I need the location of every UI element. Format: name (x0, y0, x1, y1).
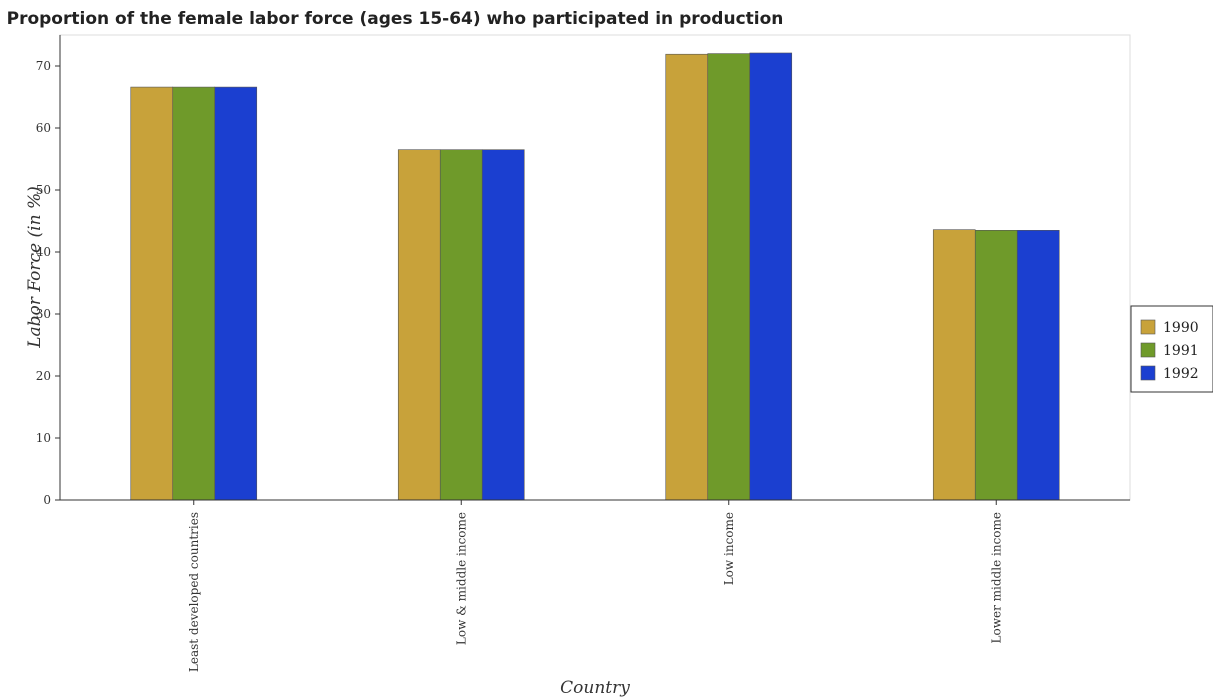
bar-1990-2 (666, 54, 708, 500)
y-tick-label: 60 (36, 121, 51, 135)
bar-1992-1 (482, 150, 524, 500)
y-axis-label: Labor Force (in %) (25, 186, 45, 349)
x-tick-label: Lower middle income (989, 512, 1003, 643)
bar-1991-2 (708, 54, 750, 500)
bar-1991-0 (173, 87, 215, 500)
bar-group (131, 53, 1060, 500)
legend-swatch-1992 (1141, 366, 1155, 380)
x-tick-label: Low & middle income (454, 512, 468, 645)
y-tick-label: 70 (36, 59, 51, 73)
x-tick-label: Least developed countries (187, 512, 201, 672)
x-axis-label: Country (560, 678, 630, 698)
legend-label-1991: 1991 (1163, 343, 1199, 359)
legend-label-1992: 1992 (1163, 366, 1199, 382)
legend: 1990 1991 1992 (1131, 306, 1213, 392)
y-tick-label: 0 (43, 493, 51, 507)
legend-swatch-1991 (1141, 343, 1155, 357)
bar-1992-2 (750, 53, 792, 500)
bar-1991-1 (440, 150, 482, 500)
legend-label-1990: 1990 (1163, 320, 1199, 336)
x-axis: Least developed countries Low & middle in… (60, 500, 1130, 672)
chart-title: Proportion of the female labor force (ag… (7, 9, 784, 29)
y-tick-label: 10 (36, 431, 51, 445)
bar-1990-1 (398, 150, 440, 500)
x-tick-label: Low income (722, 512, 736, 585)
bar-1992-3 (1017, 230, 1059, 500)
y-tick-label: 20 (36, 369, 51, 383)
bar-1992-0 (215, 87, 257, 500)
legend-swatch-1990 (1141, 320, 1155, 334)
bar-1990-0 (131, 87, 173, 500)
bar-1991-3 (975, 230, 1017, 500)
bar-1990-3 (933, 230, 975, 500)
